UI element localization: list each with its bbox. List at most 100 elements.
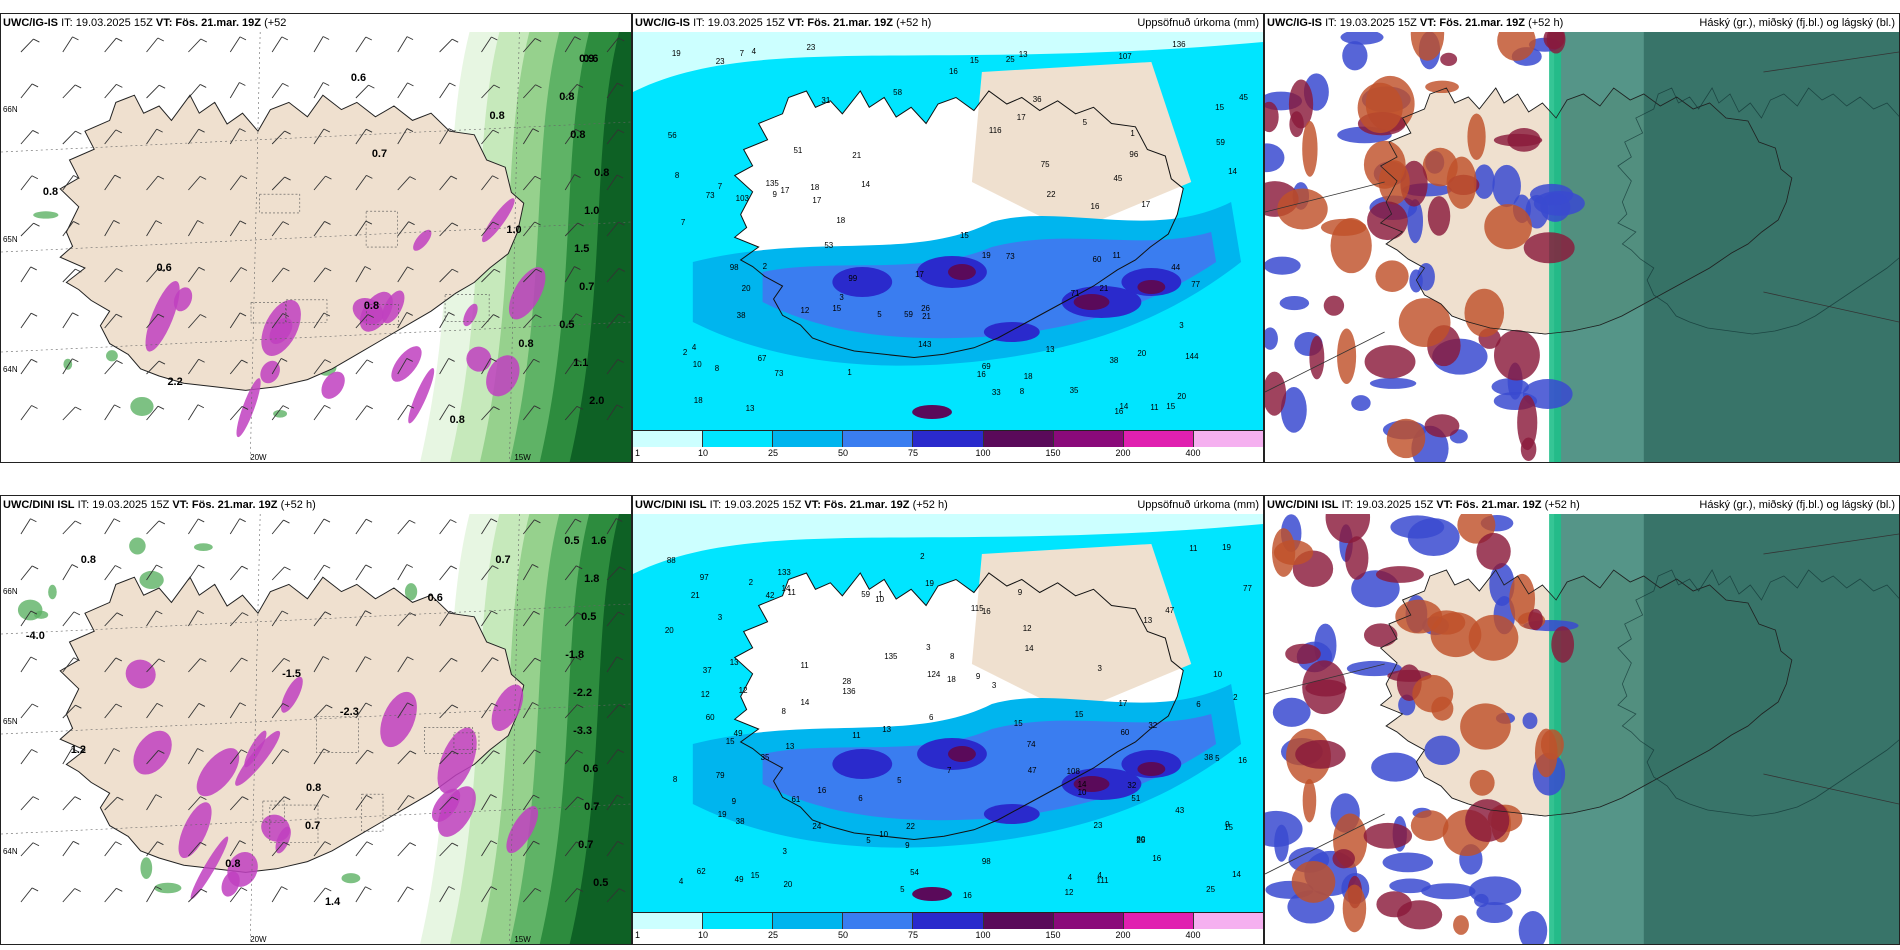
wind-barb [271,658,285,673]
sub-zero-zone [125,659,156,689]
temperature-label: 0.7 [584,801,599,813]
wind-barb [146,794,157,811]
precip-label: 17 [1118,699,1127,708]
precip-label: 3 [718,613,723,622]
mid-cloud-cell [1272,528,1296,577]
precip-label: 37 [703,666,712,675]
panel-valid-time: VT: Fös. 21.mar. 19Z [155,17,262,29]
wind-barb-flag [574,174,581,178]
wind-barb-flag [284,566,291,571]
wind-barb [564,36,576,53]
precip-label: 8 [673,775,678,784]
wind-barb-flag [577,612,584,617]
temperature-label: 0.5 [559,319,574,331]
wind-barb-flag [281,36,289,41]
temperature-label: 2.0 [589,395,604,407]
wind-barb [188,703,200,719]
wind-barb [522,702,533,719]
wind-barb [229,128,241,145]
hatch-zone [269,804,319,844]
precip-label: 103 [736,194,750,203]
wind-barb-flag [407,702,414,707]
wind-barb [313,359,326,375]
precip-label: 9 [905,841,910,850]
precip-label: 16 [1114,407,1123,416]
wind-barb-flag [281,886,288,891]
precip-label: 10 [693,360,702,369]
precip-label: 15 [751,871,760,880]
precip-label: 96 [1129,150,1138,159]
wind-barb-flag [493,268,501,273]
precip-label: 18 [1024,372,1033,381]
temperature-label: 0.5 [593,877,608,889]
colorbar-tick-label: 50 [837,930,849,940]
wind-barb-flag [31,83,39,88]
wind-barb-flag [156,128,163,133]
wind-barb-flag [448,312,455,316]
temperature-patch [140,857,153,879]
low-cloud-cell [1491,378,1529,396]
wind-barb [146,703,158,719]
wind-barb-flag [490,886,498,891]
mid-cloud-cell [1410,32,1445,61]
wind-barb-flag [280,358,288,362]
wind-barb-flag [577,704,584,709]
low-cloud-cell [1424,735,1460,765]
wind-barb-flag [407,886,414,891]
wind-barb-flag [30,266,37,271]
temperature-label: 0.5 [581,611,596,623]
wind-barb-flag [533,840,540,845]
wind-barb [522,405,535,421]
wind-barb [271,749,284,765]
sub-zero-zone [133,730,172,775]
mid-cloud-cell [1357,82,1403,134]
precip-level-100 [1073,776,1110,792]
wind-barb-flag [32,842,40,847]
wind-barb [146,405,159,421]
wind-barb [62,84,76,99]
precip-label: 15 [1075,710,1084,719]
precip-label: 77 [1191,280,1200,289]
wind-barb-flag [282,82,289,87]
colorbar-segment [703,431,774,447]
wind-barb-flag [198,128,205,133]
wind-barb [146,220,157,237]
mid-cloud-cell [1509,573,1536,624]
precip-label: 7 [718,182,723,191]
map-accumulated-precip: 5 8 6 10 11 15 12 13 18 23 16 15 14 19 10 9 12 9 8 10 8 11 7 9 1… [633,514,1263,912]
wind-barb [564,359,576,375]
low-cloud-cell [1346,660,1402,677]
wind-barb [62,358,73,375]
precip-label: 47 [1028,766,1037,775]
low-cloud-cell [1489,563,1515,606]
wind-barb [481,268,495,283]
wind-barb [271,358,282,375]
precip-level-100 [1137,762,1166,776]
temperature-label: 0.8 [43,186,58,198]
wind-barb-flag [200,658,207,662]
precip-label: 15 [970,56,979,65]
wind-barb [397,128,408,145]
wind-barb-flag [409,750,417,755]
wind-barb-flag [365,564,372,569]
wind-barb [397,750,411,765]
mid-cloud-cell [1493,133,1543,147]
wind-barb [564,313,577,329]
precip-label: 3 [992,681,997,690]
low-cloud-cell [1342,41,1368,71]
wind-barb-flag [240,175,248,179]
wind-barb-flag [366,841,373,846]
wind-barb [188,128,200,145]
wind-barb-flag [575,518,582,523]
wind-barb [313,611,326,627]
temperature-label: -3.3 [573,725,592,737]
colorbar-tick-label: 25 [767,448,778,458]
wind-barb [146,520,160,535]
wind-barb-flag [451,750,459,755]
wind-barb-flag [574,266,581,270]
colorbar-tick-label: 150 [1045,448,1061,458]
precip-label: 97 [700,573,709,582]
wind-barb [20,656,32,673]
wind-barb-flag [490,840,498,845]
colorbar-tick-label: 150 [1045,930,1061,940]
